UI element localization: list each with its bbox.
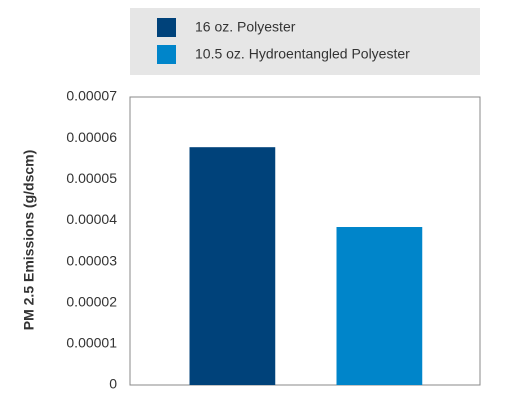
y-tick-label: 0.00005 xyxy=(66,170,117,186)
y-tick-label: 0.00003 xyxy=(66,252,117,268)
y-tick-label: 0.00004 xyxy=(66,211,117,227)
legend-swatch xyxy=(157,45,176,64)
legend-label: 10.5 oz. Hydroentangled Polyester xyxy=(195,46,410,62)
y-tick-label: 0.00006 xyxy=(66,129,117,145)
bar xyxy=(189,147,276,385)
y-axis-label: PM 2.5 Emissions (g/dscm) xyxy=(21,150,37,331)
plot-frame xyxy=(129,96,481,386)
legend-box xyxy=(130,8,480,75)
bar xyxy=(336,227,423,385)
y-tick-label: 0 xyxy=(109,376,117,392)
y-tick-label: 0.00002 xyxy=(66,293,117,309)
y-tick-label: 0.00007 xyxy=(66,88,117,104)
legend-swatch xyxy=(157,18,176,37)
legend-label: 16 oz. Polyester xyxy=(195,19,296,35)
y-tick-label: 0.00001 xyxy=(66,335,117,351)
